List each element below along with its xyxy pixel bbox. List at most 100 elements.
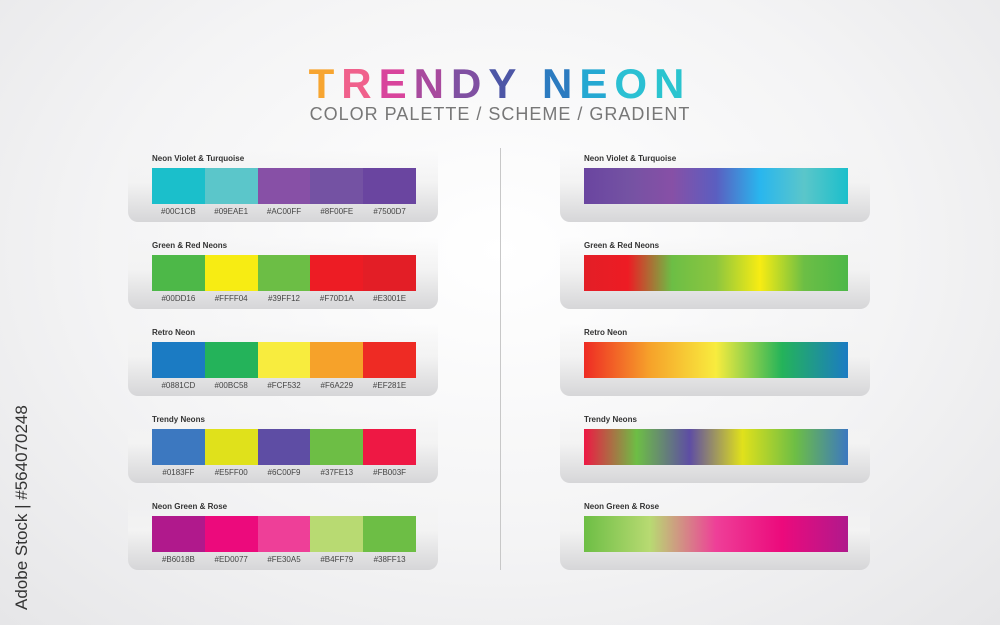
hex-codes: #00DD16 #FFFF04 #39FF12 #F70D1A #E3001E	[152, 294, 416, 303]
divider	[500, 148, 501, 570]
hex-code: #39FF12	[267, 294, 300, 303]
hex-code: #00DD16	[161, 294, 196, 303]
color-swatch	[204, 255, 258, 291]
hex-codes: #00C1CB #09EAE1 #AC00FF #8F00FE #7500D7	[152, 207, 416, 216]
gradient-bar	[584, 342, 848, 378]
palette-name: Green & Red Neons	[152, 241, 228, 250]
page-title: TRENDY NEON	[0, 60, 1000, 108]
hex-code: #0881CD	[161, 381, 196, 390]
title-letter	[523, 60, 542, 108]
hex-code: #37FE13	[320, 468, 354, 477]
swatch-bar	[152, 342, 416, 378]
title-letter: O	[614, 60, 655, 107]
color-swatch	[204, 516, 258, 552]
title-letter: E	[579, 60, 615, 107]
palette-card: Green & Red Neons #00DD16 #FFFF04 #39FF12 #F…	[128, 237, 438, 309]
swatch-bar	[152, 255, 416, 291]
swatch-bar	[152, 516, 416, 552]
hex-code: #00C1CB	[161, 207, 196, 216]
color-swatch	[310, 168, 364, 204]
color-swatch	[152, 342, 205, 378]
hex-code: #FFFF04	[214, 294, 248, 303]
hex-code: #B4FF79	[320, 555, 354, 564]
color-swatch	[152, 168, 205, 204]
title-letter: N	[542, 60, 580, 107]
hex-code: #E5FF00	[214, 468, 248, 477]
palette-name: Trendy Neons	[152, 415, 205, 424]
hex-code: #FCF532	[267, 381, 301, 390]
color-swatch	[363, 255, 416, 291]
color-swatch	[257, 168, 311, 204]
gradient-bar	[584, 429, 848, 465]
palette-name: Retro Neon	[152, 328, 196, 337]
palette-card: Neon Violet & Turquoise #00C1CB #09EAE1 #AC…	[128, 150, 438, 222]
hex-code: #6C00F9	[267, 468, 301, 477]
color-swatch	[257, 516, 311, 552]
hex-codes: #0183FF #E5FF00 #6C00F9 #37FE13 #FB003F	[152, 468, 416, 477]
color-swatch	[363, 516, 416, 552]
gradient-bar	[584, 255, 848, 291]
gradient-card: Neon Violet & Turquoise	[560, 150, 870, 222]
hex-code: #E3001E	[373, 294, 407, 303]
hex-code: #7500D7	[373, 207, 406, 216]
watermark: Adobe Stock | #564070248	[12, 405, 31, 610]
hex-codes: #B6018B #ED0077 #FE30A5 #B4FF79 #38FF13	[152, 555, 416, 564]
hex-code: #F70D1A	[319, 294, 354, 303]
palette-card: Retro Neon #0881CD #00BC58 #FCF532 #F6A229 #E…	[128, 324, 438, 396]
gradient-name: Green & Red Neons	[584, 241, 660, 250]
palette-card: Neon Green & Rose #B6018B #ED0077 #FE30A5 #B…	[128, 498, 438, 570]
gradient-name: Retro Neon	[584, 328, 628, 337]
color-swatch	[257, 342, 311, 378]
swatch-bar	[152, 168, 416, 204]
color-swatch	[152, 516, 205, 552]
hex-code: #FB003F	[373, 468, 407, 477]
gradient-bar	[584, 168, 848, 204]
gradient-card: Green & Red Neons	[560, 237, 870, 309]
color-swatch	[257, 429, 311, 465]
hex-code: #F6A229	[320, 381, 354, 390]
color-swatch	[363, 342, 416, 378]
hex-code: #38FF13	[373, 555, 406, 564]
palette-name: Neon Violet & Turquoise	[152, 154, 245, 163]
hex-code: #00BC58	[214, 381, 248, 390]
gradient-name: Neon Green & Rose	[584, 502, 660, 511]
title-letter: R	[341, 60, 379, 107]
title-letter: N	[654, 60, 692, 107]
hex-code: #8F00FE	[320, 207, 354, 216]
hex-code: #09EAE1	[214, 207, 249, 216]
hex-code: #EF281E	[372, 381, 407, 390]
palette-card: Trendy Neons #0183FF #E5FF00 #6C00F9 #37FE13…	[128, 411, 438, 483]
color-swatch	[310, 342, 364, 378]
hex-codes: #0881CD #00BC58 #FCF532 #F6A229 #EF281E	[152, 381, 416, 390]
color-swatch	[204, 342, 258, 378]
color-swatch	[310, 429, 364, 465]
hex-code: #FE30A5	[267, 555, 301, 564]
color-swatch	[152, 255, 205, 291]
hex-code: #0183FF	[162, 468, 195, 477]
gradient-name: Neon Violet & Turquoise	[584, 154, 677, 163]
swatch-bar	[152, 429, 416, 465]
title-letter: E	[378, 60, 414, 107]
gradient-name: Trendy Neons	[584, 415, 637, 424]
gradient-card: Trendy Neons	[560, 411, 870, 483]
page-subtitle: COLOR PALETTE / SCHEME / GRADIENT	[309, 104, 691, 124]
color-swatch	[204, 429, 258, 465]
gradient-card: Retro Neon	[560, 324, 870, 396]
color-swatch	[363, 168, 416, 204]
gradient-bar	[584, 516, 848, 552]
title-letter: Y	[488, 60, 524, 107]
title-letter: D	[450, 60, 489, 107]
color-swatch	[310, 516, 364, 552]
palette-name: Neon Green & Rose	[152, 502, 228, 511]
hex-code: #ED0077	[214, 555, 248, 564]
color-swatch	[363, 429, 416, 465]
title-letter: N	[413, 60, 451, 107]
hex-code: #B6018B	[161, 555, 195, 564]
color-swatch	[204, 168, 258, 204]
title-letter: T	[308, 60, 342, 107]
gradient-card: Neon Green & Rose	[560, 498, 870, 570]
color-swatch	[310, 255, 364, 291]
color-swatch	[152, 429, 205, 465]
hex-code: #AC00FF	[266, 207, 302, 216]
color-swatch	[257, 255, 311, 291]
